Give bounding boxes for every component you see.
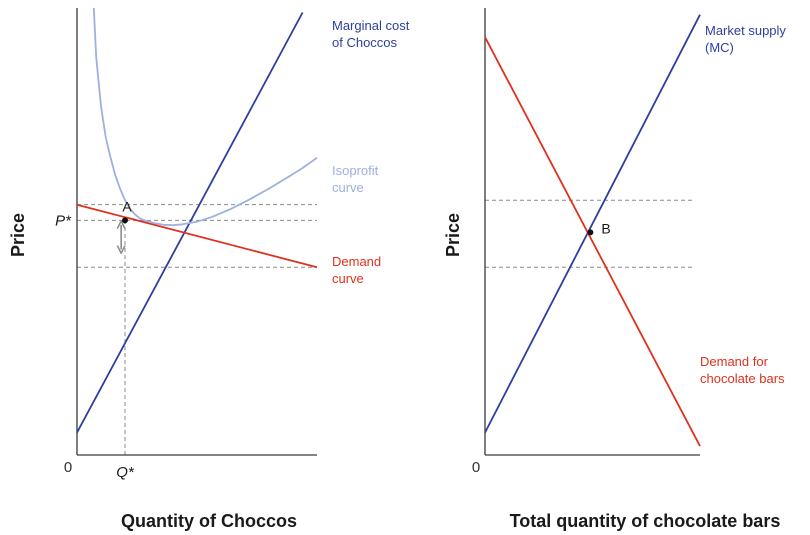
marginal-cost-of-choccos-label: Marginal cost of Choccos [332,18,410,50]
market-points: B [587,220,611,236]
point-b-label: B [601,220,610,236]
chocolate-bars-panel: B Market supply (MC) Demand for chocolate b… [443,8,786,531]
market-guides [485,199,695,268]
choccos-y-axis-title: Price [8,213,28,257]
choccos-x-axis-title: Quantity of Choccos [121,511,297,531]
x-tick-label-q: Q* [116,464,135,481]
demand-for-chocolate-bars-line [484,36,701,447]
market-supply-mc-label: Market supply (MC) [705,23,786,55]
demand-curve-label: Demand curve [332,254,381,286]
y-tick-label-p: P* [55,212,72,229]
market-origin-label: 0 [472,459,480,476]
market-x-axis-title: Total quantity of chocolate bars [510,511,781,531]
market-y-axis-title: Price [443,213,463,257]
choccos-series-labels: Marginal cost of Choccos Demand curve Isopro… [332,18,410,286]
point-b-marker [587,229,594,236]
isoprofit-curve-line [92,7,318,227]
isoprofit-curve-label: Isoprofit curve [332,163,379,195]
choccos-series-lines [76,7,318,434]
demand-for-chocolate-bars-label: Demand for chocolate bars [700,354,785,386]
point-a-label: A [122,198,132,214]
market-supply-mc-line [484,14,701,434]
choccos-origin-label: 0 [64,459,72,476]
choccos-guides [77,204,317,455]
choccos-ticks: Q* P* [55,212,135,481]
market-series-lines [484,14,701,447]
demand-curve-line [76,203,318,269]
market-series-labels: Market supply (MC) Demand for chocolate bar… [700,23,786,386]
choccos-points: A [122,198,132,224]
choccos-panel: A Marginal cost of Choccos Demand curve Isop… [8,7,410,531]
point-a-marker [122,217,128,224]
